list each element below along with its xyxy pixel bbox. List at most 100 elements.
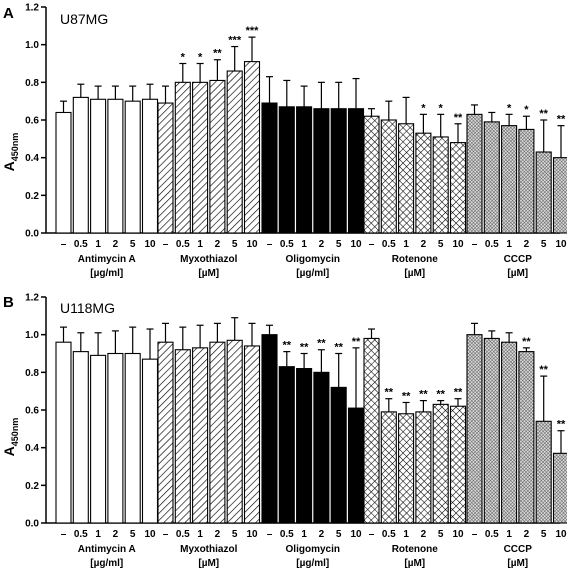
bar [157, 341, 174, 524]
group-name: CCCP [504, 544, 533, 555]
dose-label: 10 [144, 529, 156, 540]
dose-label: 5 [438, 239, 444, 250]
bar [552, 157, 567, 234]
bar [380, 411, 397, 524]
significance-label: ** [454, 112, 463, 124]
group-name: Myxothiazol [180, 544, 237, 555]
dose-label: 1 [197, 529, 203, 540]
bar [72, 96, 89, 234]
y-tick-label: 0.8 [25, 368, 39, 379]
dose-label: 0.5 [485, 239, 499, 250]
bar [107, 352, 124, 524]
group-unit: [µM] [198, 268, 219, 279]
significance-label: * [198, 52, 203, 64]
dose-label: – [369, 239, 375, 250]
panel-a-ylabel-sub: 450nm [10, 133, 20, 162]
dose-label: 1 [506, 239, 512, 250]
dose-label: 2 [113, 239, 119, 250]
significance-label: ** [557, 114, 566, 126]
bar [501, 341, 518, 524]
bar [415, 411, 432, 524]
bar [90, 354, 107, 524]
panel-a-title: U87MG [60, 11, 108, 27]
bar [313, 108, 330, 234]
y-tick-label: 0.4 [25, 153, 39, 164]
significance-label: ** [334, 342, 343, 354]
y-tick-label: 0.4 [25, 443, 39, 454]
dose-label: 10 [452, 529, 464, 540]
panel-b-ylabel-sub: 450nm [10, 418, 20, 447]
bar [55, 341, 72, 524]
panel-b: 0.00.20.40.60.81.01.2– 0.5 1 2 5 10Antimycin … [25, 293, 567, 569]
bar [192, 347, 209, 524]
panel-b-letter: B [3, 294, 14, 311]
dose-label: – [61, 529, 67, 540]
significance-label: ** [300, 342, 309, 354]
group-unit: [µg/ml] [90, 268, 123, 279]
dose-label: 2 [215, 239, 221, 250]
group-unit: [µM] [404, 558, 425, 569]
bar [243, 61, 261, 234]
bar [363, 337, 380, 524]
dose-label: 5 [438, 529, 444, 540]
bar [483, 337, 500, 524]
dose-label: 2 [215, 529, 221, 540]
dose-label: 5 [336, 529, 342, 540]
dose-label: 10 [350, 239, 362, 250]
significance-label: ** [352, 336, 361, 348]
dose-label: 0.5 [485, 529, 499, 540]
significance-label: * [439, 102, 444, 114]
significance-label: * [524, 104, 529, 116]
bar [415, 132, 432, 234]
bar [398, 413, 415, 524]
bar [313, 371, 330, 524]
dose-label: 5 [130, 239, 136, 250]
bar [157, 102, 174, 234]
dose-label: 2 [319, 529, 325, 540]
dose-label: 0.5 [74, 529, 88, 540]
bar [72, 351, 89, 524]
significance-label: ** [454, 387, 463, 399]
dose-label: – [61, 239, 67, 250]
group-name: Oligomycin [286, 254, 340, 265]
bar [124, 100, 141, 234]
dose-label: 10 [555, 529, 567, 540]
dose-label: 2 [113, 529, 119, 540]
panel-b-ylabel-main: A [1, 446, 17, 456]
bar [174, 349, 191, 524]
significance-label: * [181, 52, 186, 64]
group-name: Rotenone [392, 544, 439, 555]
dose-label: 5 [336, 239, 342, 250]
significance-label: ** [522, 336, 531, 348]
bar [432, 136, 449, 234]
bar [261, 334, 278, 524]
group-unit: [µg/ml] [296, 268, 329, 279]
y-tick-label: 1.0 [25, 330, 39, 341]
bar [174, 81, 191, 234]
significance-label: ** [557, 419, 566, 431]
significance-label: ** [539, 364, 548, 376]
bar [363, 115, 380, 234]
bar [209, 341, 226, 524]
y-tick-label: 0.8 [25, 78, 39, 89]
significance-label: ** [283, 340, 292, 352]
bar [347, 108, 365, 234]
y-tick-label: 0.6 [25, 406, 39, 417]
panel-b-title: U118MG [60, 300, 115, 316]
bar [243, 345, 261, 524]
panel-a: 0.00.20.40.60.81.01.2– 0.5 1 2 5 10Antimycin … [25, 3, 567, 279]
bar [535, 420, 552, 524]
dose-label: 0.5 [382, 529, 396, 540]
dose-label: – [472, 239, 478, 250]
dose-label: 2 [319, 239, 325, 250]
dose-label: 10 [246, 529, 258, 540]
bar [124, 352, 141, 524]
bar [261, 102, 278, 234]
dose-label: 1 [95, 239, 101, 250]
dose-label: 10 [452, 239, 464, 250]
bar [535, 151, 552, 234]
group-unit: [µM] [507, 558, 528, 569]
bar [518, 351, 535, 524]
bar [398, 123, 415, 234]
dose-label: 1 [506, 529, 512, 540]
